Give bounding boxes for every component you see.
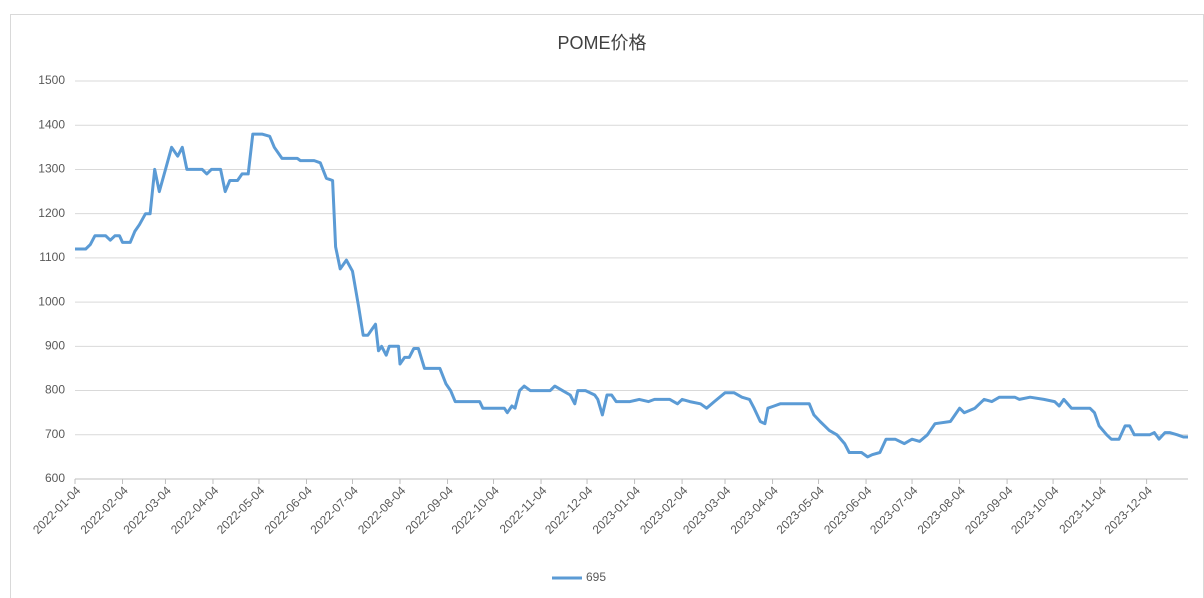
y-tick-label: 1000 bbox=[38, 294, 65, 308]
y-tick-label: 1400 bbox=[38, 117, 65, 131]
y-tick-label: 1500 bbox=[38, 73, 65, 87]
y-tick-label: 800 bbox=[45, 383, 65, 397]
line-series bbox=[75, 132, 1188, 459]
y-tick-label: 900 bbox=[45, 339, 65, 353]
y-tick-label: 1300 bbox=[38, 162, 65, 176]
y-tick-label: 1100 bbox=[39, 250, 65, 264]
legend-label: 695 bbox=[586, 570, 606, 584]
y-tick-label: 700 bbox=[45, 427, 65, 441]
y-tick-label: 600 bbox=[45, 471, 65, 485]
chart-title: POME价格 bbox=[557, 33, 646, 53]
chart-border bbox=[10, 14, 1204, 598]
y-tick-label: 1200 bbox=[38, 206, 65, 220]
